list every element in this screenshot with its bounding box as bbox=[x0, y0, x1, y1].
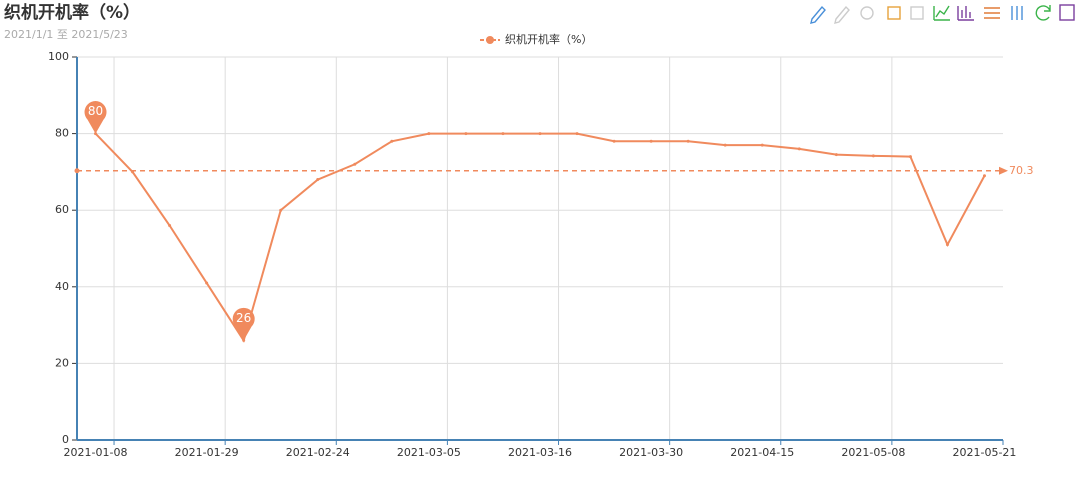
point bbox=[649, 139, 653, 143]
tool-restore[interactable] bbox=[1035, 5, 1051, 21]
average-arrow bbox=[999, 166, 1008, 175]
tool-tiled[interactable] bbox=[1011, 6, 1023, 20]
point bbox=[723, 143, 727, 147]
x-tick-label: 2021-01-08 bbox=[64, 446, 128, 459]
x-tick-label: 2021-05-21 bbox=[953, 446, 1017, 459]
tool-zoom[interactable] bbox=[887, 6, 901, 20]
point bbox=[908, 155, 912, 159]
y-tick-label: 60 bbox=[55, 203, 69, 216]
tool-mark[interactable] bbox=[810, 5, 826, 24]
y-tick-label: 80 bbox=[55, 127, 69, 140]
tool-save[interactable] bbox=[1059, 4, 1075, 21]
tool-clear[interactable] bbox=[860, 6, 874, 20]
tool-bar[interactable] bbox=[957, 6, 974, 21]
point bbox=[316, 178, 320, 182]
point bbox=[390, 139, 394, 143]
x-tick-label: 2021-05-08 bbox=[841, 446, 905, 459]
point bbox=[168, 224, 172, 228]
tool-line[interactable] bbox=[933, 5, 950, 21]
min-point-label: 26 bbox=[236, 311, 251, 325]
tool-zoom-back[interactable] bbox=[910, 6, 924, 20]
series-line bbox=[94, 132, 986, 343]
x-tick-label: 2021-04-15 bbox=[730, 446, 794, 459]
x-tick-label: 2021-01-29 bbox=[175, 446, 239, 459]
point bbox=[538, 132, 542, 136]
point bbox=[871, 154, 875, 158]
point bbox=[427, 132, 431, 136]
point bbox=[834, 153, 838, 157]
max-point-pin bbox=[84, 101, 107, 134]
point bbox=[501, 132, 505, 136]
x-tick-label: 2021-03-30 bbox=[619, 446, 683, 459]
max-point-label: 80 bbox=[88, 104, 103, 118]
y-tick-label: 20 bbox=[55, 356, 69, 369]
x-tick-label: 2021-03-05 bbox=[397, 446, 461, 459]
chart-title: 织机开机率（%） bbox=[4, 2, 140, 23]
legend-label[interactable]: 织机开机率（%） bbox=[505, 32, 592, 46]
min-point-pin bbox=[232, 307, 255, 341]
legend-symbol bbox=[486, 36, 494, 44]
point bbox=[612, 139, 616, 143]
point bbox=[575, 132, 579, 136]
toolbox bbox=[810, 4, 1075, 24]
y-tick-label: 0 bbox=[62, 433, 69, 446]
y-tick-label: 100 bbox=[48, 50, 69, 63]
tool-stack[interactable] bbox=[984, 7, 1000, 19]
point bbox=[464, 132, 468, 136]
point bbox=[686, 139, 690, 143]
average-start bbox=[74, 168, 80, 174]
legend: 织机开机率（%） bbox=[480, 32, 592, 46]
average-label: 70.3 bbox=[1009, 164, 1034, 177]
point bbox=[279, 208, 283, 212]
y-tick-label: 40 bbox=[55, 280, 69, 293]
chart-subtitle: 2021/1/1 至 2021/5/23 bbox=[4, 28, 128, 41]
point bbox=[797, 147, 801, 151]
point bbox=[982, 174, 986, 178]
point bbox=[760, 143, 764, 147]
x-tick-label: 2021-02-24 bbox=[286, 446, 350, 459]
point bbox=[945, 243, 949, 247]
tool-mark-undo[interactable] bbox=[834, 5, 850, 24]
point bbox=[205, 281, 209, 285]
x-tick-label: 2021-03-16 bbox=[508, 446, 572, 459]
point bbox=[353, 162, 357, 166]
